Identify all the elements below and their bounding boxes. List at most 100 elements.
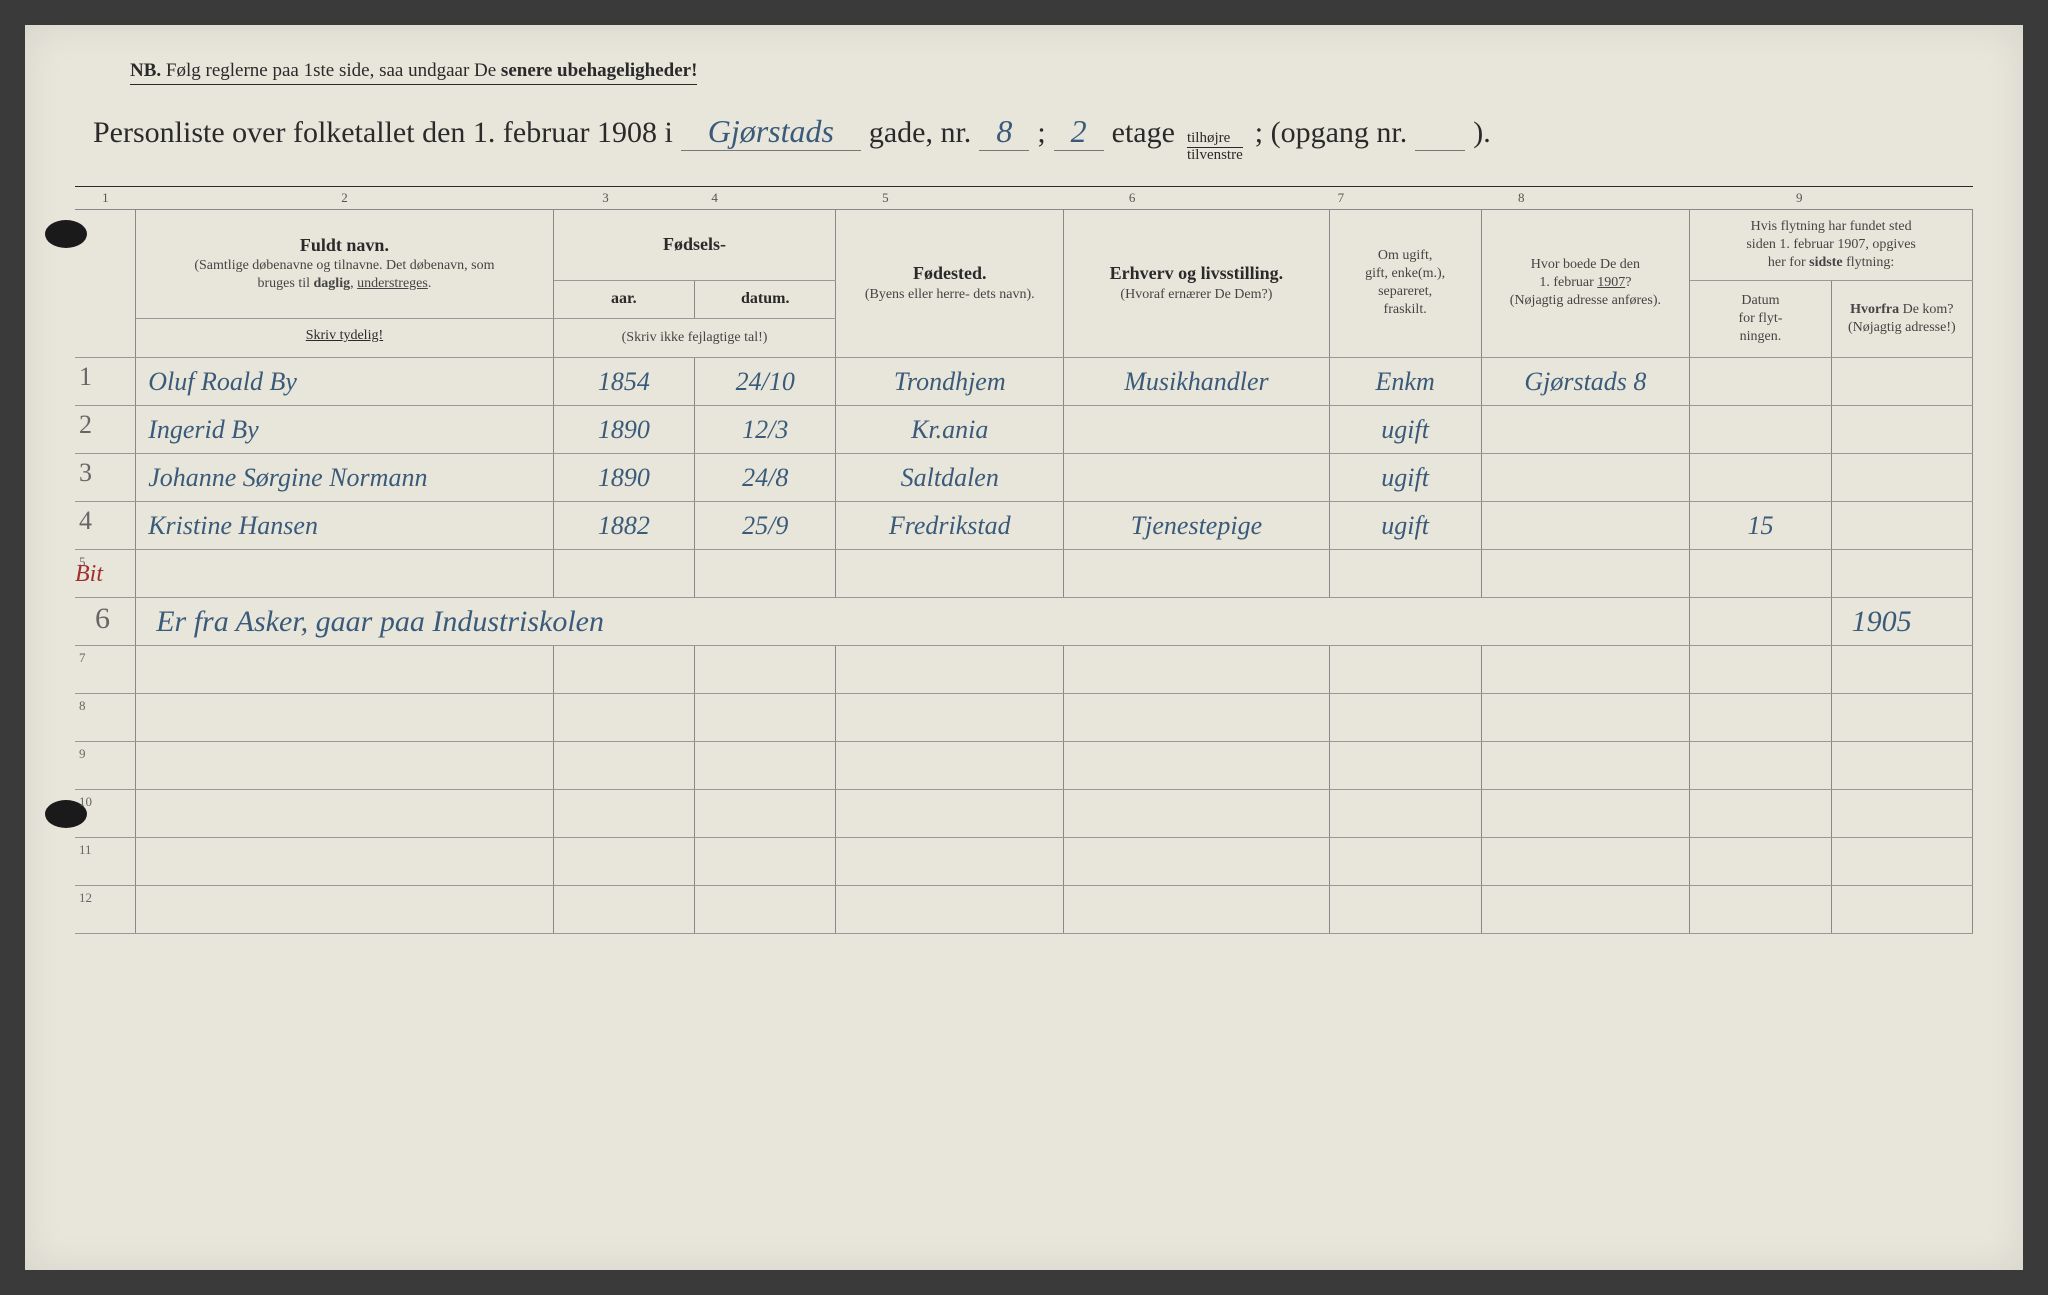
cell-occ: Musikhandler: [1064, 358, 1330, 406]
th-fodsels: Fødsels-: [553, 210, 836, 281]
colnum: 6: [999, 187, 1265, 209]
cell-flyfrom: [1831, 454, 1972, 502]
cell-name: Ingerid By: [136, 406, 553, 454]
cell-empty: [1329, 886, 1481, 934]
th-fodsels-sub: (Skriv ikke fejlagtige tal!): [553, 318, 836, 357]
row-num: 9: [75, 742, 136, 790]
cell-empty: [553, 790, 694, 838]
table-row: 5: [75, 550, 1973, 598]
cell-status: ugift: [1329, 502, 1481, 550]
title-prefix: Personliste over folketallet den 1. febr…: [93, 116, 673, 150]
cell-empty: [136, 550, 553, 598]
cell-date: 24/10: [695, 358, 836, 406]
cell-year: 1890: [553, 406, 694, 454]
census-form-page: NB. Følg reglerne paa 1ste side, saa und…: [25, 25, 2023, 1270]
cell-empty: [1690, 646, 1831, 694]
cell-addr: [1481, 454, 1690, 502]
title-line: Personliste over folketallet den 1. febr…: [93, 113, 1973, 164]
colnum: 3: [553, 187, 657, 209]
cell-name: Johanne Sørgine Normann: [136, 454, 553, 502]
house-nr-field: 8: [979, 113, 1029, 151]
cell-empty: [136, 886, 553, 934]
row-num: 8: [75, 694, 136, 742]
table-row: 1 Oluf Roald By 1854 24/10 Trondhjem Mus…: [75, 358, 1973, 406]
cell-empty: [553, 646, 694, 694]
table-row: 4 Kristine Hansen 1882 25/9 Fredrikstad …: [75, 502, 1973, 550]
cell-addr: Gjørstads 8: [1481, 358, 1690, 406]
cell-empty: [1329, 694, 1481, 742]
cell-empty: [1690, 742, 1831, 790]
cell-addr: [1481, 406, 1690, 454]
opgang-label: ; (opgang nr.: [1255, 116, 1407, 150]
th-flydat: Datum for flyt- ningen.: [1690, 281, 1831, 358]
table-body: 1 Oluf Roald By 1854 24/10 Trondhjem Mus…: [75, 358, 1973, 934]
cell-empty: [1481, 742, 1690, 790]
cell-empty: [836, 790, 1064, 838]
row-num: 4: [75, 502, 136, 550]
row-num: 11: [75, 838, 136, 886]
note-right: 1905: [1831, 598, 1972, 646]
cell-empty: [1831, 694, 1972, 742]
cell-empty: [553, 694, 694, 742]
cell-empty: [1481, 886, 1690, 934]
cell-empty: [836, 838, 1064, 886]
cell-empty: [136, 646, 553, 694]
table-row: 12: [75, 886, 1973, 934]
cell-empty: [1064, 646, 1330, 694]
cell-empty: [1481, 646, 1690, 694]
table-row: 8: [75, 694, 1973, 742]
cell-flyfrom: [1831, 406, 1972, 454]
th-addr-sub: (Nøjagtig adresse anføres).: [1488, 292, 1684, 310]
row-num: 3: [75, 454, 136, 502]
th-flyfrom: Hvorfra De kom?(Nøjagtig adresse!): [1831, 281, 1972, 358]
floor-field: 2: [1054, 113, 1104, 151]
cell-empty: [1481, 790, 1690, 838]
cell-empty: [836, 886, 1064, 934]
cell-occ: [1064, 406, 1330, 454]
th-nr: [75, 210, 136, 358]
cell-year: 1890: [553, 454, 694, 502]
cell-empty: [695, 838, 836, 886]
cell-flyfrom: [1831, 358, 1972, 406]
cell-flydat: [1690, 454, 1831, 502]
cell-empty: [1831, 790, 1972, 838]
cell-empty: [1064, 694, 1330, 742]
cell-flyfrom: [1831, 502, 1972, 550]
row-num: 6: [75, 598, 136, 646]
table-row: 9: [75, 742, 1973, 790]
table-row-note: 6 Er fra Asker, gaar paa Industriskolen …: [75, 598, 1973, 646]
cell-empty: [836, 694, 1064, 742]
cell-empty: [695, 790, 836, 838]
th-addr-main: Hvor boede De den1. februar 1907?: [1488, 256, 1684, 292]
cell-empty: [136, 838, 553, 886]
census-table: Fuldt navn. (Samtlige døbenavne og tilna…: [75, 210, 1973, 935]
table-row: 10: [75, 790, 1973, 838]
cell-empty: [1690, 886, 1831, 934]
cell-empty: [1329, 742, 1481, 790]
th-flytning: Hvis flytning har fundet stedsiden 1. fe…: [1690, 210, 1973, 281]
cell-empty: [136, 742, 553, 790]
cell-date: 12/3: [695, 406, 836, 454]
cell-empty: [1831, 838, 1972, 886]
cell-empty: [1690, 838, 1831, 886]
table-row: 11: [75, 838, 1973, 886]
cell-place: Saltdalen: [836, 454, 1064, 502]
opgang-field: [1415, 113, 1465, 151]
row-num: 12: [75, 886, 136, 934]
colnum: 2: [136, 187, 554, 209]
th-erhverv-main: Erhverv og livsstilling.: [1070, 262, 1323, 285]
cell-empty: [553, 550, 694, 598]
cell-occ: Tjenestepige: [1064, 502, 1330, 550]
cell-occ: [1064, 454, 1330, 502]
etage-label: etage: [1112, 116, 1175, 150]
semicolon: ;: [1037, 116, 1045, 150]
cell-status: ugift: [1329, 406, 1481, 454]
cell-empty: [553, 838, 694, 886]
margin-note: Bit: [75, 561, 103, 588]
cell-empty: [1831, 742, 1972, 790]
cell-empty: [695, 550, 836, 598]
table-row: 3 Johanne Sørgine Normann 1890 24/8 Salt…: [75, 454, 1973, 502]
th-name: Fuldt navn. (Samtlige døbenavne og tilna…: [136, 210, 553, 319]
cell-empty: [1481, 838, 1690, 886]
cell-empty: [136, 694, 553, 742]
